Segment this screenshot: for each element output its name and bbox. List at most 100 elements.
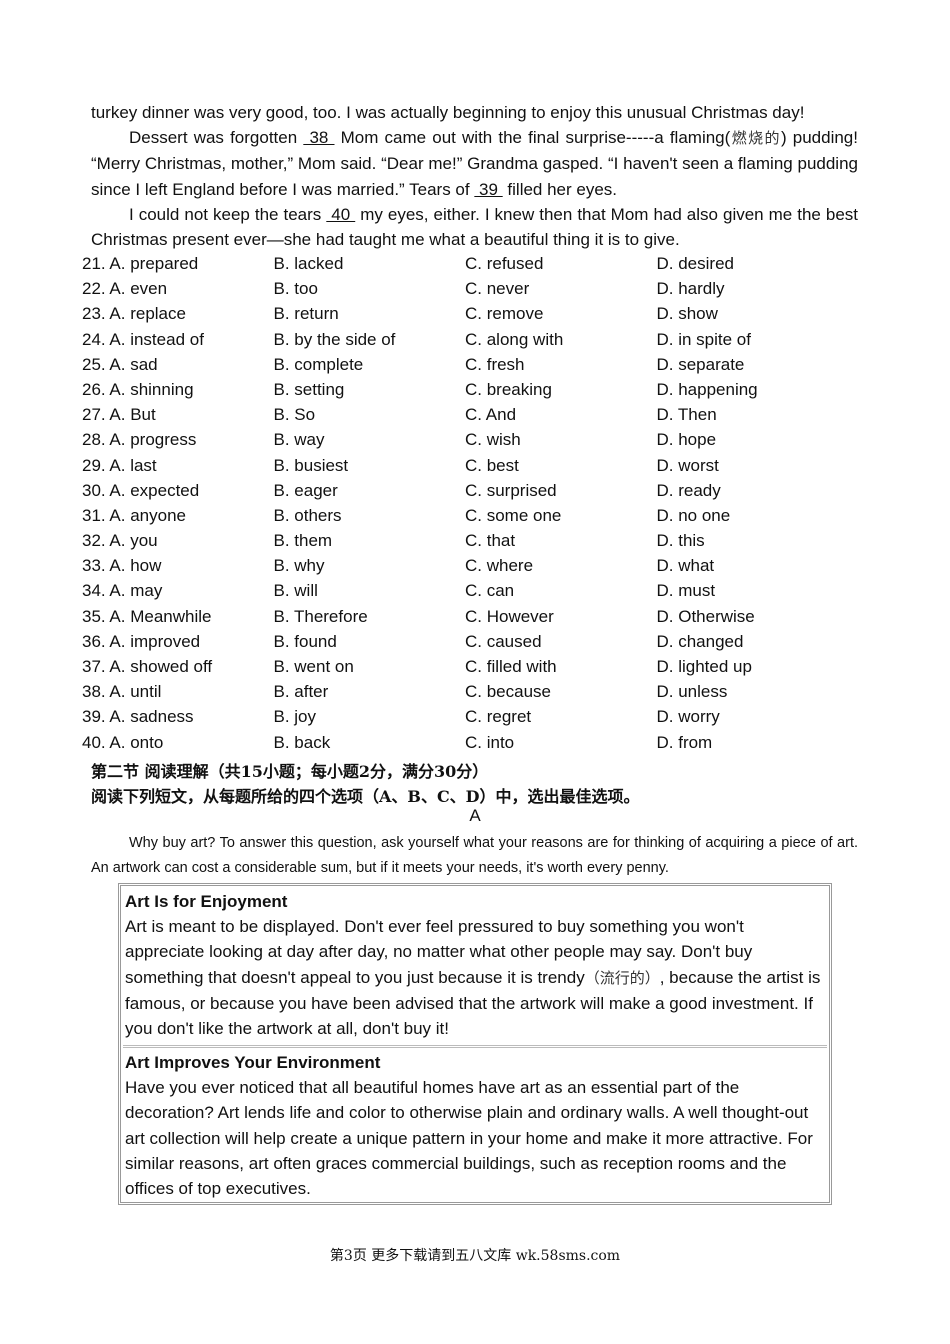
- option-c: C. where: [465, 556, 534, 576]
- option-row: 30. A. expected B. eager C. surprised D. re…: [82, 478, 848, 503]
- passage: turkey dinner was very good, too. I was …: [91, 100, 858, 252]
- option-d: D. happening: [656, 379, 758, 399]
- blank-39: 39: [474, 179, 503, 199]
- option-d: D. show: [656, 304, 718, 324]
- text: filled her eyes.: [502, 179, 618, 199]
- option-b: B. return: [273, 304, 339, 324]
- option-b: B. them: [273, 531, 333, 551]
- blank-38: 38: [303, 128, 335, 148]
- cell-heading: Art Improves Your Environment: [125, 1053, 381, 1072]
- option-a: 26. A. shinning: [82, 379, 194, 399]
- section-title: 第二节 阅读理解（共15小题；每小题2分，满分30分）: [91, 762, 489, 781]
- option-c: C. remove: [465, 304, 544, 324]
- text: my eyes, either. I knew then that Mom ha…: [91, 204, 859, 250]
- option-b: B. why: [273, 556, 325, 576]
- option-d: D. worst: [656, 455, 719, 475]
- cell-text: , because the artist is famous, or becau…: [125, 967, 821, 1039]
- option-c: C. some one: [465, 505, 562, 525]
- option-row: 31. A. anyone B. others C. some one D. no o…: [82, 503, 848, 528]
- option-row: 24. A. instead of B. by the side of C. alo…: [82, 327, 848, 352]
- option-row: 23. A. replace B. return C. remove D. show: [82, 301, 848, 326]
- option-b: B. setting: [273, 379, 345, 399]
- text: Mom came out with the final surprise----…: [334, 128, 731, 148]
- option-row: 36. A. improved B. found C. caused D. chang…: [82, 629, 848, 654]
- option-row: 29. A. last B. busiest C. best D. worst: [82, 453, 848, 478]
- option-b: B. eager: [273, 480, 338, 500]
- option-d: D. in spite of: [656, 329, 752, 349]
- option-b: B. way: [273, 430, 325, 450]
- option-c: C. fresh: [465, 354, 525, 374]
- text-box: Art Is for Enjoyment Art is meant to be …: [118, 883, 832, 1205]
- option-a: 30. A. expected: [82, 480, 200, 500]
- option-c: C. However: [465, 606, 554, 626]
- paragraph: turkey dinner was very good, too. I was …: [91, 103, 805, 122]
- option-b: B. found: [273, 631, 337, 651]
- option-c: C. never: [465, 279, 530, 299]
- option-d: D. ready: [656, 480, 721, 500]
- text: I could not keep the tears: [129, 204, 327, 224]
- options-list: 21. A. prepared B. lacked C. refused D. des…: [82, 251, 848, 755]
- option-a: 40. A. onto: [82, 732, 164, 752]
- option-b: B. complete: [273, 354, 364, 374]
- option-d: D. worry: [656, 707, 720, 727]
- option-a: 32. A. you: [82, 531, 158, 551]
- option-a: 33. A. how: [82, 556, 162, 576]
- option-d: D. hardly: [656, 279, 725, 299]
- option-row: 26. A. shinning B. setting C. breaking D. h…: [82, 377, 848, 402]
- option-c: C. breaking: [465, 379, 552, 399]
- option-c: C. because: [465, 682, 551, 702]
- option-c: C. can: [465, 581, 515, 601]
- option-d: D. from: [656, 732, 713, 752]
- cell-text: Have you ever noticed that all beautiful…: [125, 1078, 813, 1199]
- option-a: 36. A. improved: [82, 631, 201, 651]
- option-row: 25. A. sad B. complete C. fresh D. separate: [82, 352, 848, 377]
- option-d: D. separate: [656, 354, 745, 374]
- option-b: B. others: [273, 505, 342, 525]
- option-row: 38. A. until B. after C. because D. unless: [82, 679, 848, 704]
- gloss: （流行的）: [584, 968, 660, 987]
- option-row: 40. A. onto B. back C. into D. from: [82, 730, 848, 755]
- option-d: D. changed: [656, 631, 744, 651]
- option-c: C. And: [465, 405, 517, 425]
- option-b: B. went on: [273, 657, 354, 676]
- cell-heading: Art Is for Enjoyment: [125, 892, 288, 911]
- option-b: B. after: [273, 682, 329, 702]
- option-a: 29. A. last: [82, 455, 157, 475]
- option-a: 39. A. sadness: [82, 707, 194, 727]
- box-cell-environment: Art Improves Your Environment Have you e…: [123, 1045, 827, 1200]
- option-b: B. So: [273, 405, 316, 425]
- gloss: 燃烧的: [730, 129, 781, 148]
- option-row: 34. A. may B. will C. can D. must: [82, 578, 848, 603]
- option-c: C. regret: [465, 707, 532, 727]
- text: Dessert was forgotten: [129, 128, 304, 148]
- option-a: 35. A. Meanwhile: [82, 606, 212, 626]
- option-b: B. by the side of: [273, 329, 396, 349]
- passage-label: A: [469, 806, 481, 825]
- option-d: D. hope: [656, 430, 717, 450]
- option-d: D. must: [656, 581, 716, 601]
- option-a: 25. A. sad: [82, 354, 158, 374]
- option-a: 27. A. But: [82, 405, 156, 425]
- option-b: B. will: [273, 581, 318, 601]
- option-d: D. lighted up: [656, 657, 752, 676]
- option-c: C. that: [465, 531, 516, 551]
- option-b: B. Therefore: [273, 606, 368, 626]
- option-d: D. no one: [656, 505, 731, 525]
- blank-40: 40: [326, 204, 356, 224]
- option-a: 28. A. progress: [82, 430, 197, 450]
- option-a: 31. A. anyone: [82, 505, 186, 525]
- option-c: C. surprised: [465, 480, 557, 500]
- option-c: C. caused: [465, 631, 542, 651]
- option-b: B. lacked: [273, 254, 344, 273]
- option-c: C. best: [465, 455, 519, 475]
- option-row: 22. A. even B. too C. never D. hardly: [82, 276, 848, 301]
- cell-text: Art is meant to be displayed. Don't ever…: [125, 917, 753, 987]
- option-b: B. back: [273, 732, 331, 752]
- option-a: 21. A. prepared: [82, 254, 199, 273]
- option-d: D. desired: [656, 254, 734, 273]
- option-row: 32. A. you B. them C. that D. this: [82, 528, 848, 553]
- option-d: D. unless: [656, 682, 728, 702]
- intro-paragraph: Why buy art? To answer this question, as…: [91, 835, 858, 876]
- option-a: 38. A. until: [82, 682, 162, 702]
